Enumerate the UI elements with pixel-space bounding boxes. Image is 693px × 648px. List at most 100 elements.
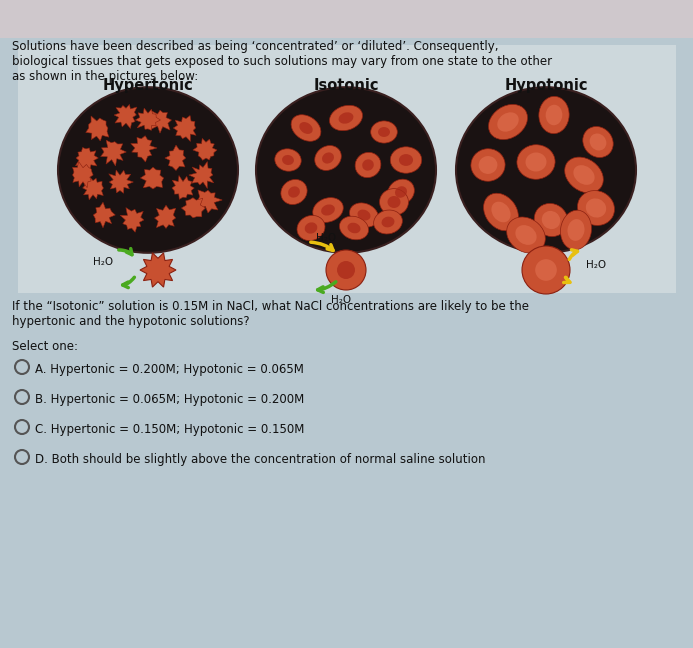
Ellipse shape <box>586 198 606 218</box>
Polygon shape <box>172 176 194 200</box>
Ellipse shape <box>565 157 604 193</box>
Polygon shape <box>114 104 137 128</box>
Text: A. Hypertonic = 0.200M; Hypotonic = 0.065M: A. Hypertonic = 0.200M; Hypotonic = 0.06… <box>35 363 304 376</box>
Circle shape <box>337 261 355 279</box>
Ellipse shape <box>358 209 371 220</box>
Text: H₂O: H₂O <box>93 257 113 267</box>
Ellipse shape <box>382 216 394 227</box>
Ellipse shape <box>399 154 413 166</box>
Ellipse shape <box>58 87 238 253</box>
FancyBboxPatch shape <box>0 0 693 38</box>
Ellipse shape <box>539 97 569 133</box>
Ellipse shape <box>340 216 369 240</box>
Ellipse shape <box>362 159 374 170</box>
Ellipse shape <box>498 112 519 132</box>
Ellipse shape <box>322 152 334 163</box>
Ellipse shape <box>275 149 301 171</box>
Ellipse shape <box>516 225 536 245</box>
Text: Hypertonic: Hypertonic <box>103 78 193 93</box>
Text: H₂O: H₂O <box>586 260 606 270</box>
Ellipse shape <box>456 87 636 253</box>
Polygon shape <box>155 205 176 228</box>
Ellipse shape <box>347 223 360 233</box>
Ellipse shape <box>390 147 422 173</box>
Text: H₂O: H₂O <box>331 295 351 305</box>
Polygon shape <box>120 207 144 232</box>
Circle shape <box>326 250 366 290</box>
Text: H₂O: H₂O <box>316 233 336 243</box>
Text: Solutions have been described as being ‘concentrated’ or ‘diluted’. Consequently: Solutions have been described as being ‘… <box>12 40 498 53</box>
Polygon shape <box>94 202 115 228</box>
Ellipse shape <box>305 222 317 234</box>
Text: B. Hypertonic = 0.065M; Hypotonic = 0.200M: B. Hypertonic = 0.065M; Hypotonic = 0.20… <box>35 393 304 406</box>
Ellipse shape <box>281 179 307 205</box>
Ellipse shape <box>489 104 527 139</box>
Polygon shape <box>86 116 109 141</box>
Ellipse shape <box>288 187 300 198</box>
Text: If the “Isotonic” solution is 0.15M in NaCl, what NaCl concentrations are likely: If the “Isotonic” solution is 0.15M in N… <box>12 300 529 313</box>
Text: C. Hypertonic = 0.150M; Hypotonic = 0.150M: C. Hypertonic = 0.150M; Hypotonic = 0.15… <box>35 423 304 436</box>
Ellipse shape <box>256 87 436 253</box>
Polygon shape <box>193 139 217 160</box>
Ellipse shape <box>387 196 401 208</box>
Polygon shape <box>109 170 134 193</box>
Polygon shape <box>198 190 222 213</box>
Polygon shape <box>100 140 126 166</box>
Ellipse shape <box>291 115 321 141</box>
Circle shape <box>522 246 570 294</box>
Ellipse shape <box>545 105 562 125</box>
Ellipse shape <box>484 193 518 231</box>
Polygon shape <box>82 177 103 200</box>
Ellipse shape <box>378 127 390 137</box>
Ellipse shape <box>355 152 381 178</box>
Ellipse shape <box>299 122 313 134</box>
Ellipse shape <box>583 126 613 157</box>
Polygon shape <box>173 115 196 141</box>
Text: Hypotonic: Hypotonic <box>505 78 588 93</box>
Ellipse shape <box>329 106 362 131</box>
Ellipse shape <box>282 155 294 165</box>
Ellipse shape <box>315 146 341 170</box>
Ellipse shape <box>395 186 407 198</box>
Text: biological tissues that gets exposed to such solutions may vary from one state t: biological tissues that gets exposed to … <box>12 55 552 68</box>
Polygon shape <box>140 253 176 287</box>
Ellipse shape <box>590 133 606 150</box>
Ellipse shape <box>321 204 335 216</box>
Ellipse shape <box>561 210 592 250</box>
Ellipse shape <box>387 179 414 205</box>
Ellipse shape <box>491 202 511 222</box>
Text: hypertonic and the hypotonic solutions?: hypertonic and the hypotonic solutions? <box>12 315 249 328</box>
Polygon shape <box>76 148 98 170</box>
Text: as shown in the pictures below:: as shown in the pictures below: <box>12 70 198 83</box>
Ellipse shape <box>471 149 505 181</box>
Ellipse shape <box>542 211 560 229</box>
Ellipse shape <box>517 145 555 179</box>
Ellipse shape <box>297 215 325 240</box>
Text: Select one:: Select one: <box>12 340 78 353</box>
Ellipse shape <box>507 217 545 253</box>
Text: D. Both should be slightly above the concentration of normal saline solution: D. Both should be slightly above the con… <box>35 453 486 466</box>
Ellipse shape <box>525 152 547 172</box>
Ellipse shape <box>534 203 568 237</box>
Ellipse shape <box>339 112 353 124</box>
Polygon shape <box>73 161 93 188</box>
Ellipse shape <box>479 156 498 174</box>
Ellipse shape <box>374 210 403 234</box>
FancyBboxPatch shape <box>18 45 676 293</box>
Ellipse shape <box>577 191 615 226</box>
Polygon shape <box>131 135 157 162</box>
Ellipse shape <box>371 121 397 143</box>
Ellipse shape <box>568 219 584 241</box>
Polygon shape <box>165 145 186 170</box>
Circle shape <box>535 259 556 281</box>
Polygon shape <box>182 198 205 218</box>
Polygon shape <box>146 110 171 133</box>
Ellipse shape <box>349 203 378 227</box>
Ellipse shape <box>573 165 595 185</box>
Polygon shape <box>188 161 214 189</box>
Polygon shape <box>141 167 164 189</box>
Ellipse shape <box>380 189 408 215</box>
Polygon shape <box>135 108 161 130</box>
Ellipse shape <box>313 198 343 222</box>
Text: Isotonic: Isotonic <box>313 78 379 93</box>
